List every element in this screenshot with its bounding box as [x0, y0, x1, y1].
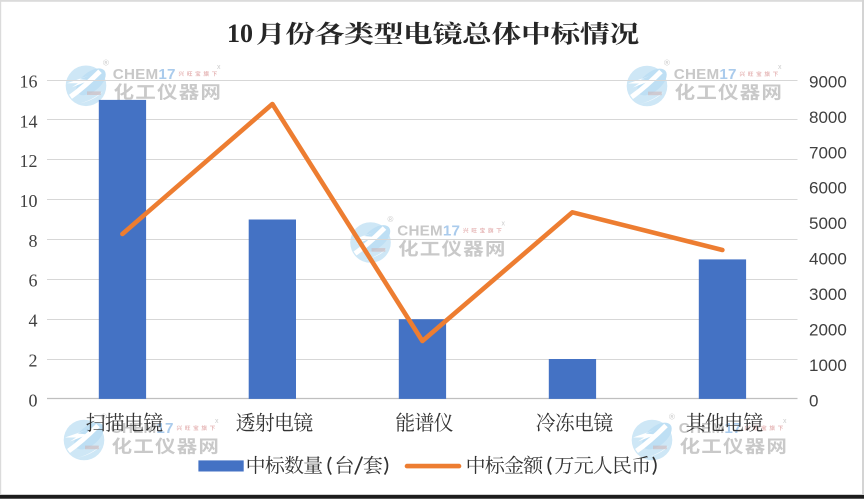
svg-text:x: x [217, 64, 221, 71]
svg-text:0: 0 [29, 390, 38, 410]
svg-text:10: 10 [227, 19, 253, 48]
svg-text:0: 0 [809, 391, 818, 410]
svg-text:16: 16 [20, 71, 38, 91]
svg-text:2: 2 [29, 350, 38, 370]
svg-text:8000: 8000 [809, 108, 847, 127]
svg-text:x: x [502, 221, 506, 228]
svg-text:3000: 3000 [809, 285, 847, 304]
svg-text:4000: 4000 [809, 250, 847, 269]
svg-text:CHEM17: CHEM17 [679, 420, 742, 437]
svg-text:6: 6 [29, 271, 38, 291]
svg-text:2000: 2000 [809, 320, 847, 339]
svg-text:14: 14 [20, 111, 38, 131]
svg-text:1000: 1000 [809, 356, 847, 375]
svg-text:®: ® [388, 215, 394, 224]
svg-text:9000: 9000 [809, 72, 847, 91]
svg-text:x: x [783, 418, 787, 425]
svg-text:®: ® [669, 413, 675, 422]
svg-text:5000: 5000 [809, 214, 847, 233]
svg-text:CHEM17: CHEM17 [397, 223, 460, 240]
svg-text:4: 4 [29, 311, 38, 331]
svg-text:8: 8 [29, 231, 38, 251]
svg-text:12: 12 [20, 151, 38, 171]
svg-text:®: ® [101, 413, 107, 422]
svg-text:6000: 6000 [809, 179, 847, 198]
svg-text:7000: 7000 [809, 143, 847, 162]
svg-text:®: ® [103, 58, 109, 67]
svg-text:x: x [215, 418, 219, 425]
svg-text:CHEM17: CHEM17 [113, 66, 176, 83]
svg-text:x: x [778, 64, 782, 71]
svg-text:10: 10 [20, 191, 38, 211]
svg-text:®: ® [664, 59, 670, 68]
svg-text:CHEM17: CHEM17 [674, 66, 737, 83]
